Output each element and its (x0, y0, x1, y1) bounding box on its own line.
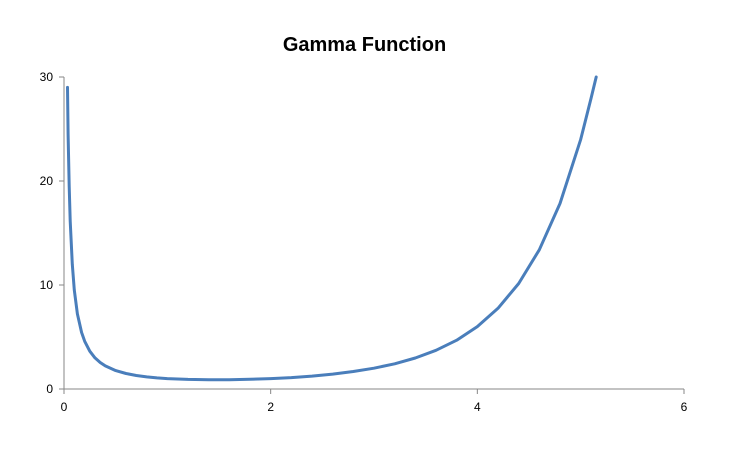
y-axis-ticks: 0 10 20 30 (40, 70, 64, 396)
y-tick-label: 20 (40, 174, 54, 188)
series-layer (66, 75, 598, 382)
y-tick-label: 0 (46, 382, 53, 396)
x-tick-label: 6 (681, 400, 688, 414)
gamma-series-line (66, 75, 598, 382)
x-tick-label: 2 (267, 400, 274, 414)
x-tick-label: 0 (61, 400, 68, 414)
y-tick-label: 10 (40, 278, 54, 292)
x-tick-label: 4 (474, 400, 481, 414)
x-axis-ticks: 0 2 4 6 (61, 389, 688, 414)
chart-title: Gamma Function (282, 34, 447, 56)
y-tick-label: 30 (40, 70, 54, 84)
